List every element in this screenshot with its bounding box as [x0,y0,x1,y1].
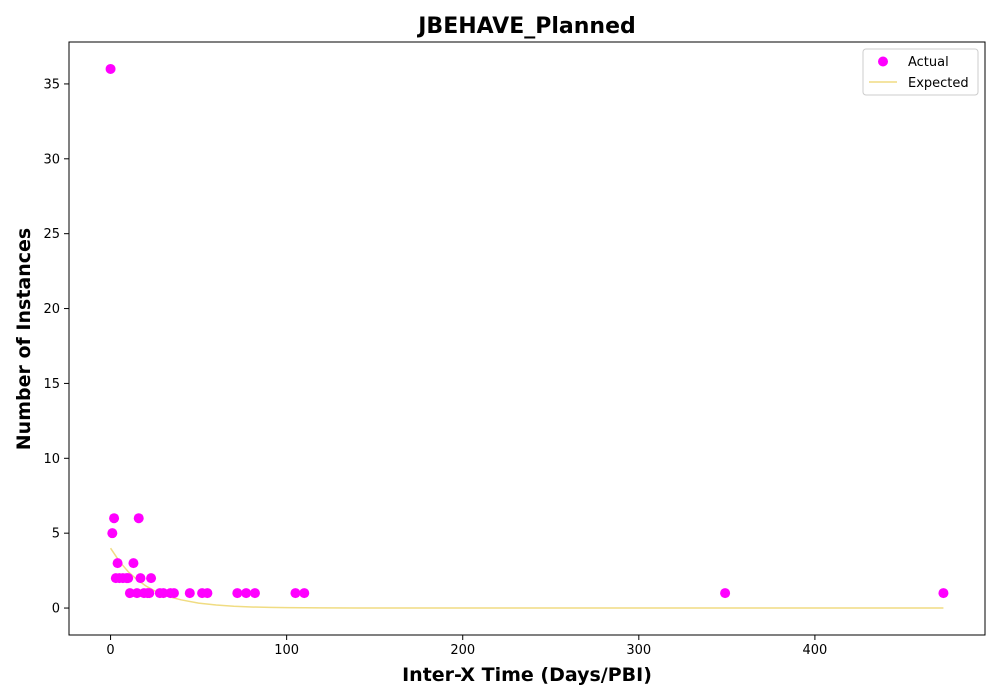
y-tick-label: 5 [52,527,60,542]
actual-point [290,588,301,599]
x-tick-label: 200 [450,643,475,658]
actual-point [105,63,116,74]
legend-actual-label: Actual [908,55,949,70]
actual-point [168,588,179,599]
x-tick-label: 300 [626,643,651,658]
x-tick-label: 100 [274,643,299,658]
actual-point [112,558,123,569]
actual-point [241,588,252,599]
legend-box [862,48,979,96]
y-axis-label: Number of Instances [13,228,35,450]
actual-point [249,588,260,599]
actual-point [202,588,213,599]
actual-point [128,558,139,569]
actual-point [107,528,118,539]
actual-point [938,588,949,599]
actual-point [144,588,155,599]
legend-expected-label: Expected [908,76,969,91]
actual-point [299,588,310,599]
expected-line [109,547,944,609]
actual-point [158,588,169,599]
legend-actual-marker [878,56,888,67]
x-axis: 0 100 200 300 400 [106,635,827,658]
y-tick-label: 35 [43,77,60,92]
actual-point [131,588,142,599]
actual-point [135,573,146,584]
series-expected [109,547,944,609]
actual-point [146,573,157,584]
y-tick-label: 30 [43,152,60,167]
x-tick-label: 400 [802,643,827,658]
series-actual [105,63,949,599]
y-tick-label: 0 [52,602,60,617]
actual-point [109,513,120,524]
y-tick-label: 25 [43,227,60,242]
actual-point [720,588,731,599]
y-tick-label: 20 [43,302,60,317]
legend: Actual Expected [862,48,979,96]
actual-point [184,588,195,599]
y-tick-label: 10 [43,452,60,467]
y-axis: 0 5 10 15 20 25 30 35 [43,77,69,617]
x-axis-label: Inter-X Time (Days/PBI) [402,664,652,686]
actual-point [123,573,134,584]
plot-area [68,41,986,636]
actual-point [124,588,135,599]
actual-point [232,588,243,599]
y-tick-label: 15 [43,377,60,392]
actual-point [133,513,144,524]
chart-title: JBEHAVE_Planned [416,14,636,39]
x-tick-label: 0 [106,643,114,658]
